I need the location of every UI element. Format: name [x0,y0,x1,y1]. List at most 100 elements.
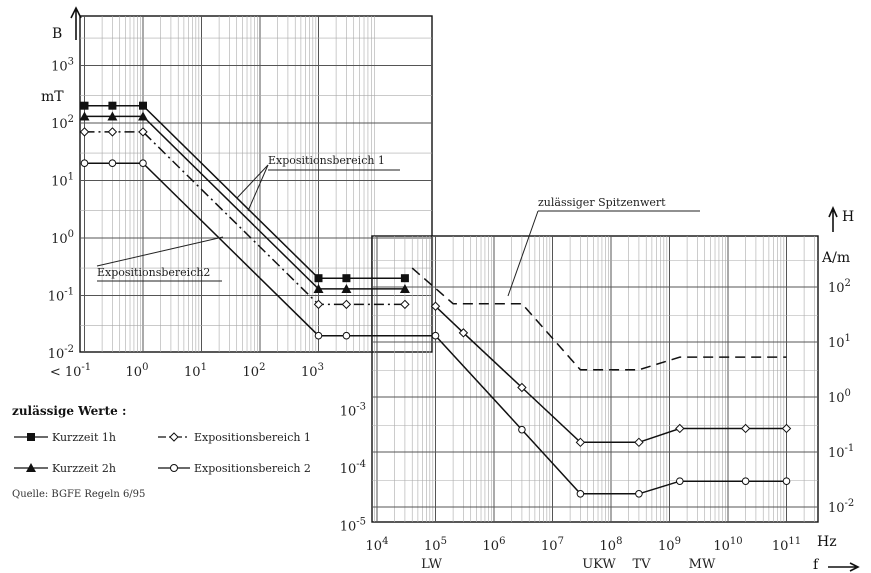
series-point [740,423,751,434]
source-note: Quelle: BGFE Regeln 6/95 [12,489,145,500]
band-label-mw: MW [689,557,716,572]
series-point [80,101,89,110]
series-point [79,111,90,121]
series-point [400,274,409,283]
band-label-tv: TV [632,557,651,572]
series-point [80,159,89,167]
series-point [342,274,351,283]
lower-x-tick-label: 1010 [713,536,742,554]
lower-x-tick-label: 108 [600,536,623,554]
svg-text:Expositionsbereich 1: Expositionsbereich 1 [268,154,385,167]
series-point [342,331,351,340]
series-point [458,328,469,338]
band-label-ukw: UKW [582,557,616,572]
lower-x-tick-label: 1011 [772,536,801,554]
series-point [313,283,324,293]
series-point [314,274,323,283]
lower-b-tick-label: 10-4 [340,459,366,477]
series-point [107,127,118,137]
annotation-expositionsbereich-2: Expositionsbereich2 [96,236,224,282]
series-point [575,437,586,448]
legend-entry-kurzzeit-2h: Kurzzeit 2h [14,462,116,475]
lower-h-tick-label: 102 [828,278,851,296]
series-point [576,490,585,498]
svg-text:Expositionsbereich 2: Expositionsbereich 2 [194,462,311,475]
x-axis-arrow [828,562,860,572]
lower-h-axis-unit: A/m [821,250,850,266]
annotation-expositionsbereich-1: Expositionsbereich 1 [236,154,400,212]
upper-y-tick-label: 10-2 [48,344,74,362]
lower-h-tick-label: 101 [828,333,851,351]
series-layer [84,104,787,495]
svg-text:zulässiger Spitzenwert: zulässiger Spitzenwert [538,196,666,209]
lower-h-axis-title: H [842,209,854,225]
series-line-3 [84,162,787,495]
series-point [314,331,323,340]
lower-b-tick-label: 10-3 [340,402,366,420]
upper-x-tick-label: < 10-1 [50,362,91,380]
series-point [781,423,792,434]
lower-x-tick-label: 109 [658,536,681,554]
lower-x-tick-label: 105 [424,536,447,554]
lower-h-axis-arrow [828,206,838,232]
legend: zulässige Werte : Kurzzeit 1h Kurzzeit 2… [12,404,311,500]
series-line-4 [434,305,787,444]
svg-text:Expositionsbereich2: Expositionsbereich2 [97,266,210,279]
upper-panel-frame [79,15,433,353]
series-point [79,127,90,137]
x-axis-unit: Hz [817,534,837,550]
lower-panel-frame [371,235,819,523]
upper-x-tick-label: 103 [301,362,324,380]
series-point [108,159,117,167]
lower-x-tick-label: 104 [366,536,389,554]
series-point [635,490,643,498]
legend-title: zulässige Werte : [12,404,126,418]
legend-entry-kurzzeit-1h: Kurzzeit 1h [14,431,116,444]
lower-x-tick-label: 107 [541,536,564,554]
series-point [676,477,684,485]
series-line-1 [84,115,405,290]
series-point [139,159,147,167]
series-point [341,299,352,310]
upper-panel-grid [79,15,433,353]
series-point [108,101,117,110]
series-point [634,437,644,448]
series-point [431,331,440,340]
series-point [741,477,750,485]
lower-panel-grid [371,235,819,523]
upper-y-axis-unit: mT [41,89,64,105]
lower-h-tick-label: 100 [828,388,851,406]
svg-text:Kurzzeit 2h: Kurzzeit 2h [52,462,116,475]
lower-x-tick-label: 106 [483,536,506,554]
upper-y-axis-title: B [52,26,62,42]
series-point [782,477,791,485]
series-point [400,299,410,310]
upper-y-tick-label: 102 [51,114,74,132]
series-point [341,283,352,293]
upper-x-tick-label: 102 [243,362,266,380]
series-point [139,101,147,110]
series-point [138,111,148,121]
series-point [675,423,685,434]
series-point [107,111,118,121]
legend-entry-expositionsbereich-1: Expositionsbereich 1 [158,431,311,444]
series-point [430,301,441,311]
upper-y-tick-label: 100 [51,229,74,247]
lower-b-tick-label: 10-5 [340,517,366,535]
upper-y-tick-label: 10-1 [48,287,74,305]
series-point [399,283,410,293]
svg-text:Kurzzeit 1h: Kurzzeit 1h [52,431,116,444]
series-point [518,425,526,434]
annotation-spitzenwert: zulässiger Spitzenwert [507,196,700,297]
lower-h-tick-label: 10-1 [828,443,854,461]
series-line-5 [411,267,787,371]
series-point [313,299,324,310]
upper-y-tick-label: 103 [51,57,74,75]
svg-text:Expositionsbereich 1: Expositionsbereich 1 [194,431,311,444]
series-point [138,127,148,137]
upper-x-tick-label: 100 [126,362,149,380]
x-axis-title: f [813,557,820,573]
marker-layer [79,101,792,498]
